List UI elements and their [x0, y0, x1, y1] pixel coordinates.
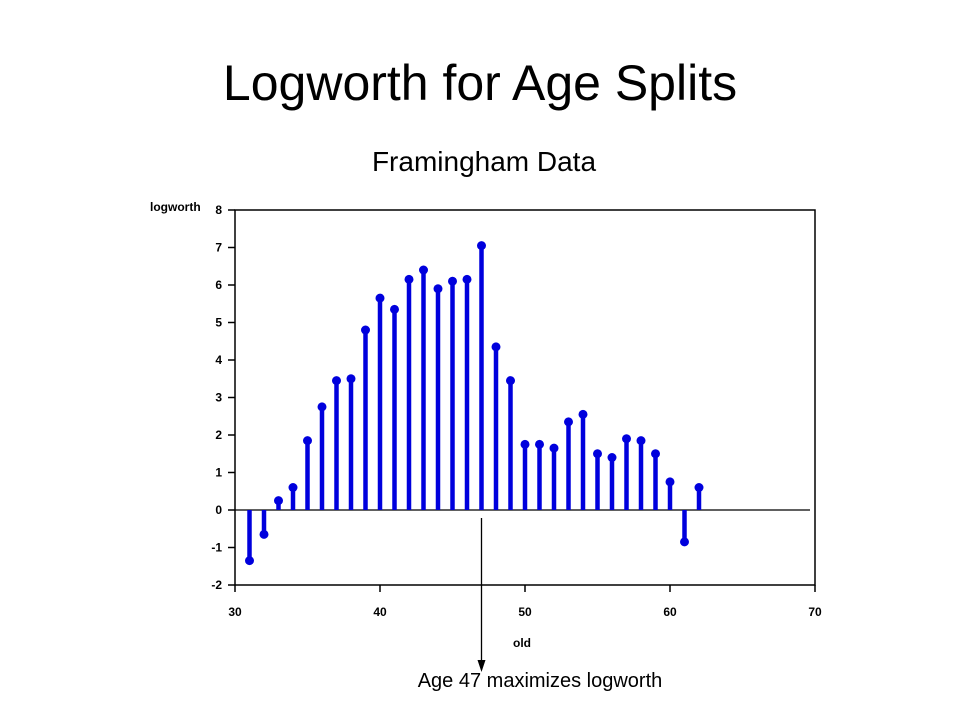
- y-axis-title: logworth: [150, 200, 201, 214]
- x-tick-label: 30: [228, 605, 242, 619]
- point-age-35: [303, 436, 312, 446]
- point-age-33: [274, 496, 283, 506]
- point-age-41: [390, 304, 399, 314]
- annotation-arrowhead-icon: [477, 660, 486, 672]
- point-age-59: [651, 449, 660, 459]
- point-age-47: [477, 241, 486, 251]
- point-age-40: [375, 293, 385, 303]
- y-tick-label: 1: [215, 466, 222, 480]
- plot-frame: [234, 209, 816, 586]
- data-marks: [235, 241, 810, 566]
- point-age-54: [578, 409, 588, 419]
- point-age-46: [462, 274, 472, 284]
- point-age-32: [259, 529, 269, 539]
- point-age-31: [245, 556, 254, 566]
- y-tick-label: 5: [215, 316, 222, 330]
- point-age-56: [607, 453, 617, 462]
- y-tick-label: -2: [211, 578, 222, 592]
- x-axis-title: old: [513, 636, 531, 650]
- point-age-39: [361, 325, 370, 335]
- point-age-36: [317, 402, 327, 412]
- annotation-layer: [477, 518, 486, 672]
- chart-title: Framingham Data: [372, 146, 597, 177]
- point-age-55: [593, 449, 602, 459]
- point-age-43: [419, 265, 428, 275]
- point-age-42: [404, 274, 414, 284]
- point-age-45: [448, 276, 457, 286]
- y-tick-label: 0: [215, 503, 222, 517]
- point-age-38: [346, 374, 356, 384]
- point-age-61: [680, 537, 689, 547]
- y-tick-label: 4: [215, 353, 222, 367]
- point-age-34: [288, 483, 298, 492]
- x-tick-label: 60: [663, 605, 677, 619]
- y-tick-label: 8: [215, 203, 222, 217]
- point-age-48: [491, 342, 501, 352]
- annotation-text: Age 47 maximizes logworth: [417, 670, 663, 692]
- point-age-53: [564, 417, 573, 427]
- y-tick-label: 7: [215, 241, 222, 255]
- point-age-44: [433, 284, 443, 294]
- point-age-60: [665, 477, 675, 487]
- point-age-50: [520, 439, 530, 449]
- point-age-52: [549, 443, 559, 453]
- y-tick-label: -1: [211, 541, 222, 555]
- point-age-57: [622, 434, 631, 444]
- point-age-51: [535, 439, 544, 449]
- y-tick-label: 6: [215, 278, 222, 292]
- x-tick-label: 40: [373, 605, 387, 619]
- point-age-49: [506, 376, 515, 386]
- y-tick-label: 3: [215, 391, 222, 405]
- point-age-58: [636, 436, 646, 446]
- slide-title: Logworth for Age Splits: [222, 55, 738, 111]
- point-age-37: [332, 376, 341, 386]
- point-age-62: [694, 483, 704, 492]
- axis-ticks: -2 -1 0 1 2 3 4 5 6 7 8 30 40 50 60 70: [211, 203, 822, 619]
- x-tick-label: 50: [518, 605, 532, 619]
- x-tick-label: 70: [808, 605, 822, 619]
- y-tick-label: 2: [215, 428, 222, 442]
